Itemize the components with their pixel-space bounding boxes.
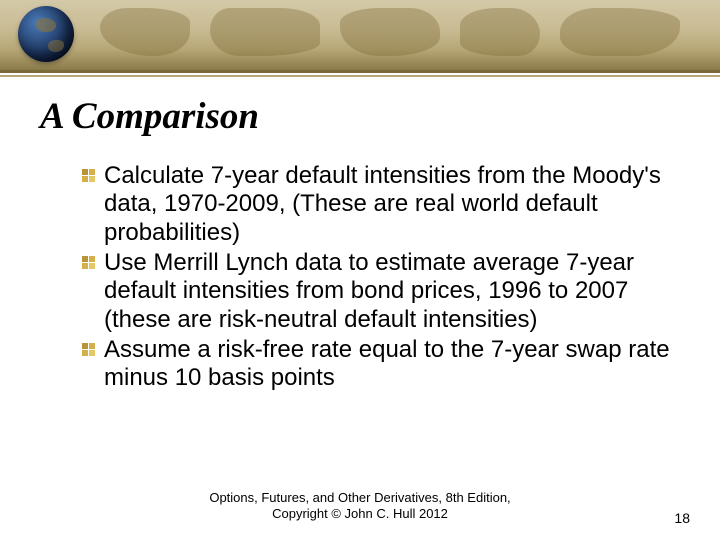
bullet-text: Calculate 7-year default intensities fro… — [104, 162, 661, 246]
list-item: Calculate 7-year default intensities fro… — [82, 162, 684, 247]
slide-title: A Comparison — [40, 95, 684, 138]
globe-icon — [18, 6, 74, 62]
bullet-list: Calculate 7-year default intensities fro… — [40, 162, 684, 393]
map-decoration — [100, 8, 190, 56]
map-decoration — [560, 8, 680, 56]
page-number: 18 — [674, 510, 690, 526]
slide-footer: Options, Futures, and Other Derivatives,… — [0, 490, 720, 523]
header-band — [0, 0, 720, 70]
list-item: Assume a risk-free rate equal to the 7-y… — [82, 336, 684, 393]
header-underline — [0, 70, 720, 73]
slide-content: A Comparison Calculate 7-year default in… — [0, 77, 720, 393]
map-decoration — [340, 8, 440, 56]
bullet-icon — [82, 256, 95, 269]
bullet-icon — [82, 343, 95, 356]
map-decoration — [460, 8, 540, 56]
footer-line-2: Copyright © John C. Hull 2012 — [272, 506, 448, 521]
map-decoration — [210, 8, 320, 56]
footer-line-1: Options, Futures, and Other Derivatives,… — [209, 490, 510, 505]
bullet-text: Use Merrill Lynch data to estimate avera… — [104, 249, 634, 333]
bullet-text: Assume a risk-free rate equal to the 7-y… — [104, 336, 670, 391]
bullet-icon — [82, 169, 95, 182]
list-item: Use Merrill Lynch data to estimate avera… — [82, 249, 684, 334]
